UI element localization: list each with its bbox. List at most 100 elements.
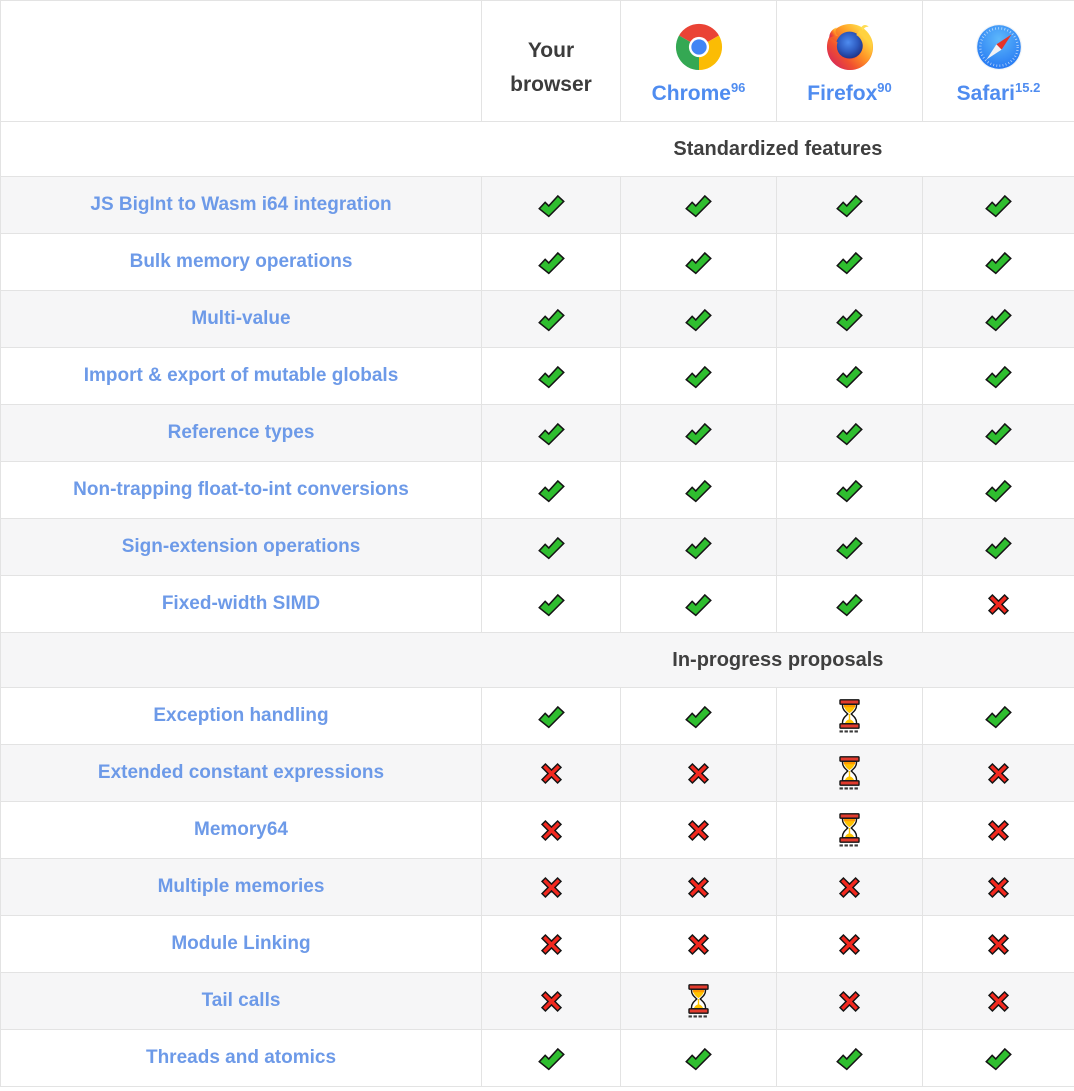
support-cell <box>922 176 1074 234</box>
feature-name-link[interactable]: JS BigInt to Wasm i64 integration <box>0 176 482 234</box>
feature-name-link[interactable]: Tail calls <box>0 972 482 1030</box>
check-icon <box>984 419 1013 448</box>
support-cell <box>620 347 777 405</box>
cross-icon <box>984 590 1013 619</box>
cross-icon <box>537 930 566 959</box>
cross-icon <box>537 816 566 845</box>
check-icon <box>835 476 864 505</box>
cross-icon <box>684 873 713 902</box>
browser-header-safari: Safari15.2 <box>922 0 1074 122</box>
feature-name-link[interactable]: Extended constant expressions <box>0 744 482 802</box>
table-body: Standardized features JS BigInt to Wasm i… <box>0 121 1074 1087</box>
support-cell <box>776 347 923 405</box>
feature-name-link[interactable]: Fixed-width SIMD <box>0 575 482 633</box>
feature-name-link[interactable]: Module Linking <box>0 915 482 973</box>
cross-icon <box>835 930 864 959</box>
support-cell <box>620 575 777 633</box>
check-icon <box>537 362 566 391</box>
check-icon <box>537 305 566 334</box>
support-cell <box>481 915 621 973</box>
check-icon <box>835 191 864 220</box>
cross-icon <box>684 816 713 845</box>
feature-row: Multiple memories <box>0 858 1074 916</box>
support-cell <box>620 972 777 1030</box>
check-icon <box>984 533 1013 562</box>
support-cell <box>776 575 923 633</box>
safari-label[interactable]: Safari15.2 <box>956 79 1041 105</box>
feature-name-link[interactable]: Multi-value <box>0 290 482 348</box>
support-cell <box>776 290 923 348</box>
feature-row: Module Linking <box>0 915 1074 973</box>
feature-name-link[interactable]: Bulk memory operations <box>0 233 482 291</box>
cross-icon <box>984 987 1013 1016</box>
check-icon <box>537 1044 566 1073</box>
feature-name-link[interactable]: Sign-extension operations <box>0 518 482 576</box>
support-cell <box>620 915 777 973</box>
check-icon <box>984 191 1013 220</box>
support-cell <box>481 687 621 745</box>
check-icon <box>835 248 864 277</box>
support-cell <box>481 744 621 802</box>
support-cell <box>776 801 923 859</box>
support-cell <box>776 1029 923 1087</box>
feature-row: Reference types <box>0 404 1074 462</box>
support-cell <box>481 233 621 291</box>
feature-name-link[interactable]: Import & export of mutable globals <box>0 347 482 405</box>
feature-name-link[interactable]: Exception handling <box>0 687 482 745</box>
support-cell <box>620 233 777 291</box>
cross-icon <box>984 930 1013 959</box>
check-icon <box>537 702 566 731</box>
feature-name-link[interactable]: Reference types <box>0 404 482 462</box>
cross-icon <box>984 759 1013 788</box>
check-icon <box>835 590 864 619</box>
support-cell <box>620 290 777 348</box>
feature-name-link[interactable]: Threads and atomics <box>0 1029 482 1087</box>
support-cell <box>922 461 1074 519</box>
browser-header-chrome: Chrome96 <box>620 0 777 122</box>
feature-row: Fixed-width SIMD <box>0 575 1074 633</box>
support-cell <box>620 858 777 916</box>
support-cell <box>776 744 923 802</box>
check-icon <box>537 533 566 562</box>
cross-icon <box>835 987 864 1016</box>
support-cell <box>922 347 1074 405</box>
feature-name-link[interactable]: Non-trapping float-to-int conversions <box>0 461 482 519</box>
check-icon <box>835 1044 864 1073</box>
feature-row: Memory64 <box>0 801 1074 859</box>
your-browser-header: Your browser <box>481 0 621 122</box>
check-icon <box>984 248 1013 277</box>
check-icon <box>984 305 1013 334</box>
support-cell <box>922 801 1074 859</box>
support-cell <box>481 404 621 462</box>
support-cell <box>776 687 923 745</box>
your-browser-label: Your browser <box>510 39 592 96</box>
support-cell <box>776 461 923 519</box>
check-icon <box>684 305 713 334</box>
check-icon <box>684 362 713 391</box>
chrome-version: 96 <box>730 79 746 95</box>
section-header-row: Standardized features <box>0 121 1074 177</box>
support-cell <box>776 233 923 291</box>
check-icon <box>684 702 713 731</box>
check-icon <box>684 1044 713 1073</box>
support-cell <box>481 290 621 348</box>
check-icon <box>684 476 713 505</box>
chrome-label[interactable]: Chrome96 <box>651 79 746 105</box>
feature-row: Extended constant expressions <box>0 744 1074 802</box>
corner-cell <box>0 0 482 122</box>
browser-header-firefox: Firefox90 <box>776 0 923 122</box>
check-icon <box>537 590 566 619</box>
check-icon <box>684 248 713 277</box>
hourglass-icon <box>686 984 711 1018</box>
section-header-cell: In-progress proposals <box>0 632 1074 688</box>
check-icon <box>537 191 566 220</box>
firefox-label[interactable]: Firefox90 <box>807 79 892 105</box>
section-title: In-progress proposals <box>672 648 884 671</box>
support-cell <box>620 801 777 859</box>
support-cell <box>481 575 621 633</box>
feature-name-link[interactable]: Memory64 <box>0 801 482 859</box>
cross-icon <box>537 759 566 788</box>
support-cell <box>481 858 621 916</box>
feature-name-link[interactable]: Multiple memories <box>0 858 482 916</box>
hourglass-icon <box>837 813 862 847</box>
